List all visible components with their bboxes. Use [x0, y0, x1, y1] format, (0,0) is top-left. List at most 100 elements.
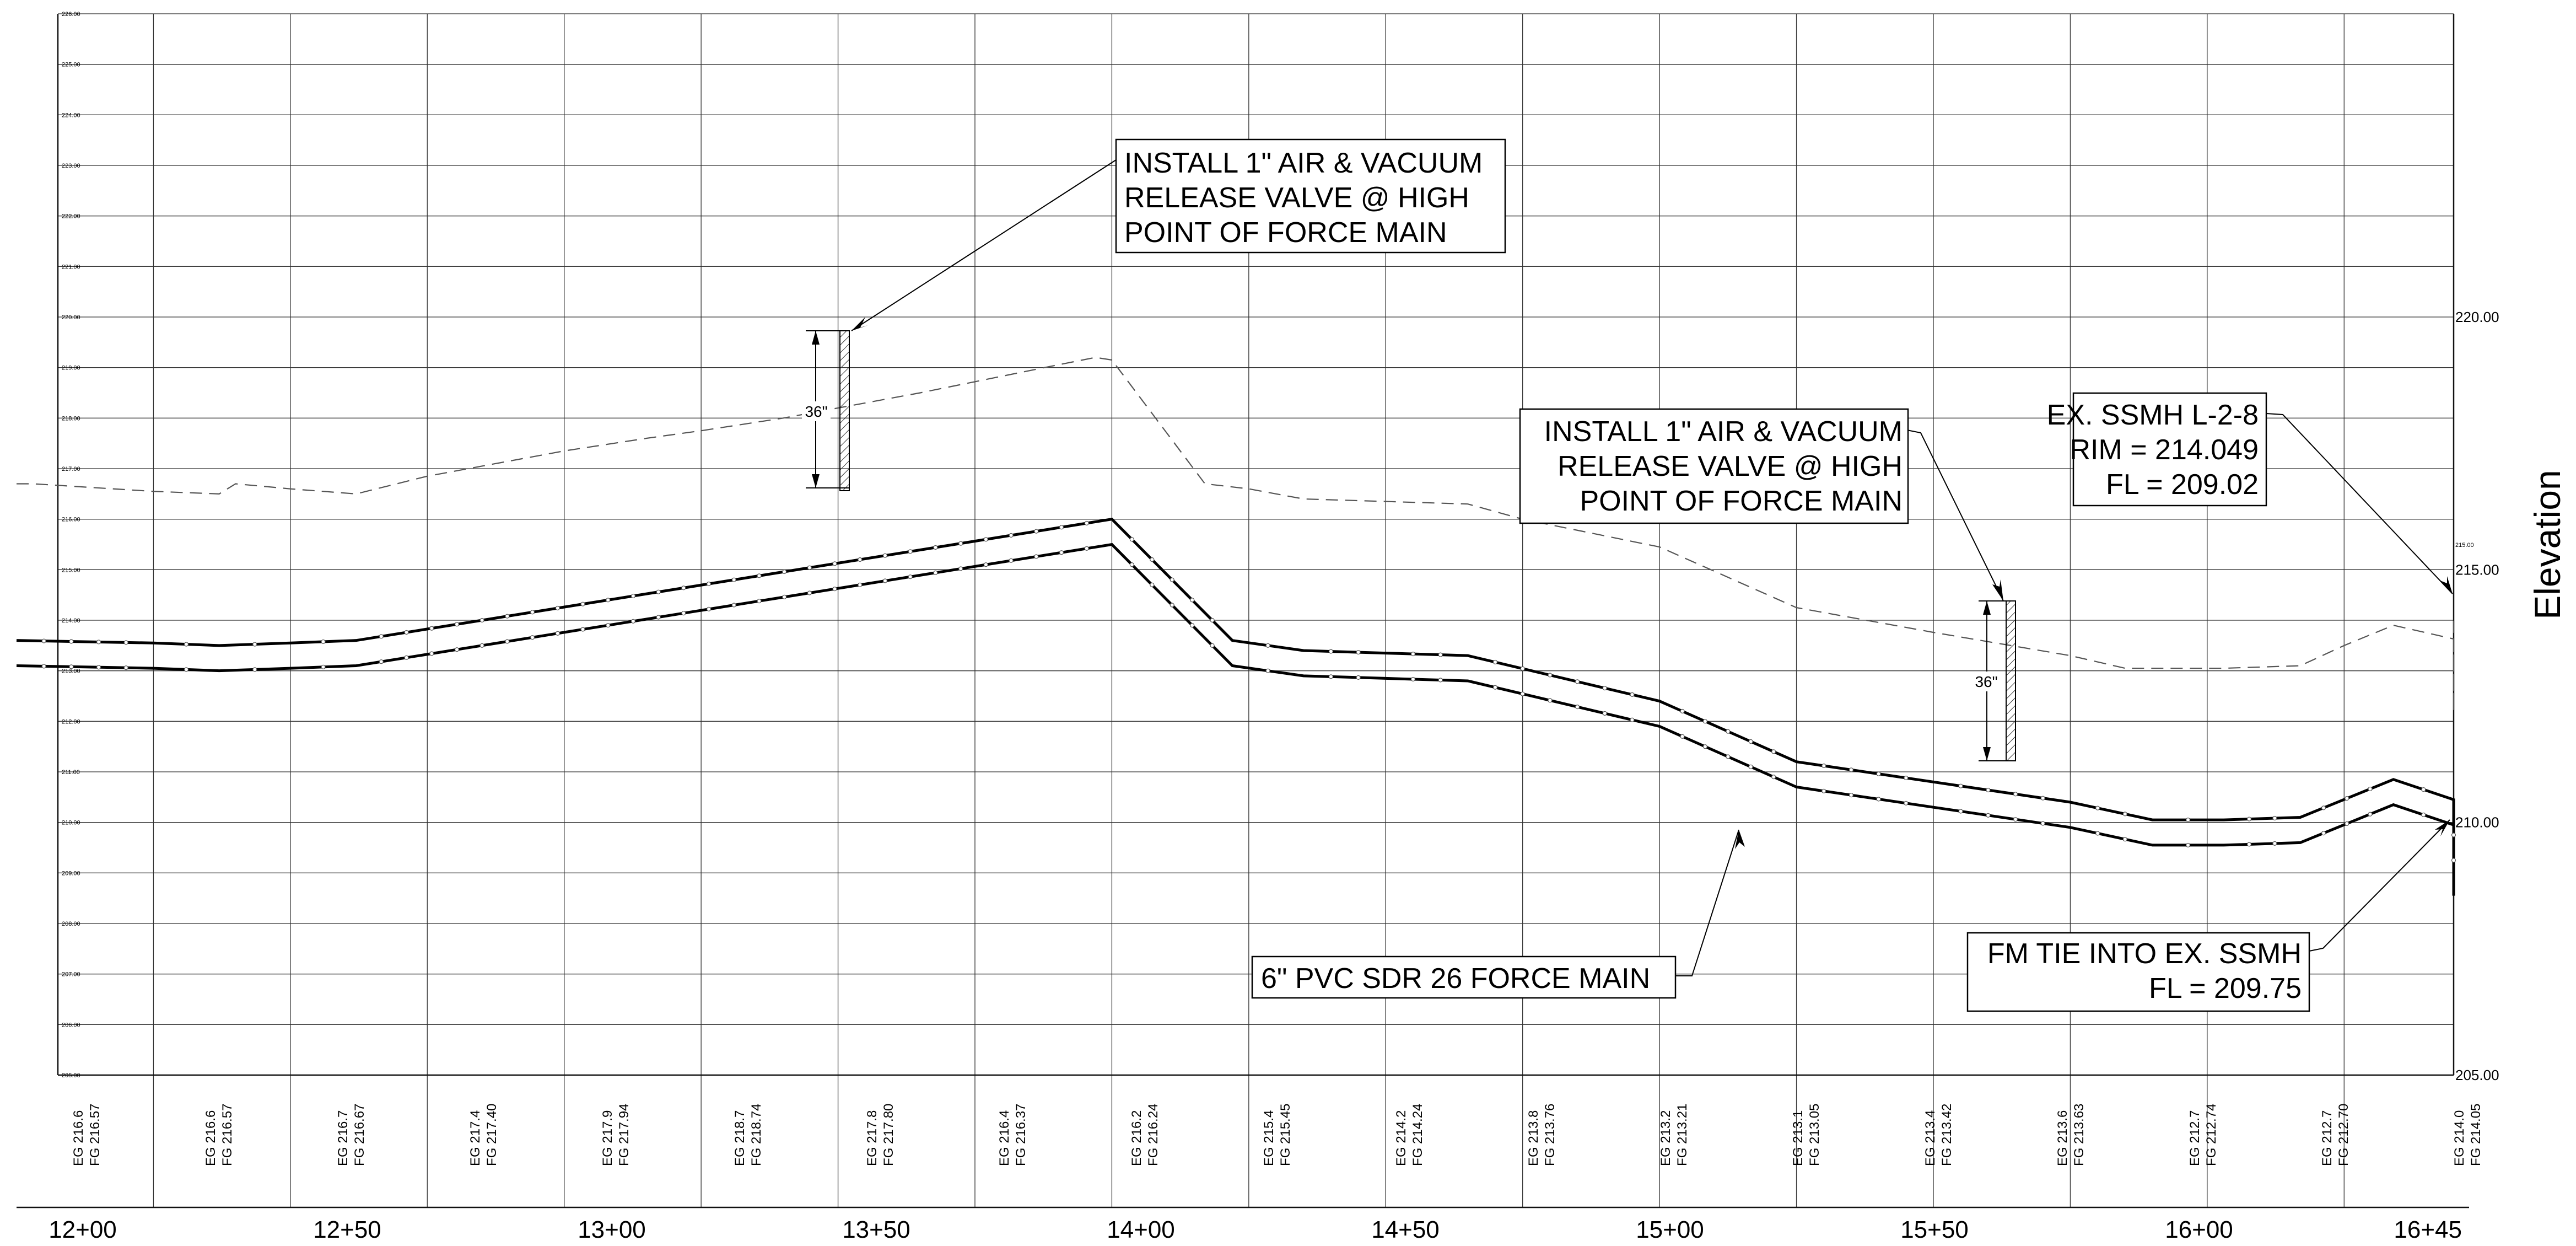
existing-grade-value: EG 212.7: [2187, 1110, 2202, 1166]
pipe-joint-mark: [123, 665, 128, 670]
pipe-joint-mark: [2185, 842, 2191, 848]
leader-arrowheads: [852, 317, 2453, 849]
pipe-joint-mark: [1876, 771, 1881, 776]
finished-grade-value: FG 214.24: [1410, 1104, 1425, 1166]
pipe-joint-mark: [580, 627, 585, 632]
callout-line: POINT OF FORCE MAIN: [1124, 217, 1447, 249]
axis-title-elevation: Elevation: [2527, 470, 2568, 620]
pipe-joint-mark: [2122, 812, 2127, 817]
existing-grade-value: EG 218.7: [732, 1110, 747, 1166]
pipe-joint-mark: [1849, 793, 1854, 798]
pipe-joint-mark: [1210, 617, 1215, 623]
pipe-joint-mark: [933, 570, 938, 575]
pipe-joint-mark: [479, 617, 484, 623]
pipe-joint-mark: [1438, 678, 1443, 683]
callout-force-main: 6" PVC SDR 26 FORCE MAIN: [1251, 955, 1677, 999]
existing-grade-line: [17, 357, 2455, 711]
callout-line: FL = 209.02: [2106, 469, 2259, 501]
pipe-joint-mark: [69, 639, 74, 644]
station-label: 13+00: [578, 1216, 646, 1243]
pipe-joint-mark: [1748, 764, 1753, 769]
pipe-joint-mark: [1575, 679, 1580, 684]
existing-grade-value: EG 215.4: [1262, 1110, 1276, 1166]
pipe-joint-mark: [731, 577, 736, 582]
pipe-joint-mark: [404, 630, 409, 635]
station-grade-label: EG 214.2 FG 214.24: [1394, 1104, 1425, 1166]
existing-grade-value: EG 212.7: [2320, 1110, 2335, 1166]
pipe-joint-mark: [555, 605, 560, 611]
pipe-joint-mark: [858, 582, 863, 587]
pipe-joint-mark: [630, 593, 636, 599]
pipe-joint-mark: [1210, 643, 1215, 648]
pipe-joint-mark: [1726, 729, 1731, 734]
elevation-tick-label: 211.00: [62, 769, 80, 776]
elevation-tick-label: 214.00: [62, 617, 80, 624]
pipe-joint-mark: [1986, 813, 1991, 818]
callout-line: INSTALL 1" AIR & VACUUM: [1124, 147, 1483, 179]
finished-grade-value: FG 213.21: [1675, 1104, 1690, 1166]
pipe-joint-mark: [832, 561, 837, 566]
elevation-tick-label: 206.00: [62, 1022, 80, 1028]
existing-grade-value: EG 214.0: [2452, 1110, 2467, 1166]
existing-grade-value: EG 213.8: [1526, 1110, 1541, 1166]
pipe-joint-mark: [908, 549, 913, 554]
pipe-joint-mark: [1190, 623, 1195, 628]
pipe-joint-mark: [2246, 842, 2252, 847]
pipe-joint-mark: [1849, 767, 1854, 772]
pipe-joint-mark: [2321, 831, 2326, 836]
station-label: 14+50: [1371, 1216, 1440, 1243]
station-grade-label: EG 214.0 FG 214.05: [2452, 1104, 2483, 1166]
pipe-joint-mark: [757, 599, 762, 604]
pipe-joint-mark: [555, 631, 560, 636]
dimension-36in-1: 36": [802, 330, 849, 488]
pipe-joint-mark: [1009, 558, 1014, 563]
elevation-tick-label: 218.00: [62, 415, 80, 422]
pipe-joint-mark: [1009, 533, 1014, 538]
elevation-major-label: 210.00: [2455, 814, 2499, 831]
pipe-joint-mark: [1821, 763, 1826, 769]
existing-grade-value: EG 216.6: [203, 1110, 218, 1166]
pipe-joint-mark: [1410, 676, 1416, 682]
pipe-joint-mark: [1958, 809, 1963, 814]
pipe-joint-mark: [1150, 582, 1155, 587]
callout-line: FL = 209.75: [2149, 973, 2302, 1005]
pipe-joint-mark: [184, 667, 189, 672]
finished-grade-value: FG 215.45: [1278, 1104, 1293, 1166]
pipe-joint-mark: [2345, 821, 2349, 826]
pipe-joint-mark: [1438, 652, 1443, 657]
pipe-joint-mark: [807, 590, 812, 595]
pipe-joint-mark: [1520, 666, 1525, 671]
pipe-joint-mark: [1328, 649, 1333, 654]
pipe-joint-mark: [1575, 705, 1580, 710]
pipe-joint-mark: [1084, 520, 1089, 526]
pipe-joint-mark: [782, 594, 787, 599]
callout-line: INSTALL 1" AIR & VACUUM: [1544, 416, 1903, 448]
pipe-joint-mark: [807, 565, 812, 570]
pipe-joint-mark: [1680, 708, 1685, 714]
pipe-joint-mark: [1129, 537, 1134, 542]
callout-line: 6" PVC SDR 26 FORCE MAIN: [1261, 963, 1650, 995]
pipe-joint-mark: [1520, 691, 1525, 696]
pipe-joint-mark: [479, 643, 484, 648]
station-grade-label: EG 216.6 FG 216.57: [203, 1104, 235, 1166]
pipe-joint-mark: [530, 635, 535, 640]
pipe-joint-mark: [2421, 787, 2426, 792]
elevation-labels-minor: 226.00 225.00 224.00 223.00 222.00 221.00 220.…: [62, 11, 80, 1079]
elevation-tick-label: 205.00: [62, 1072, 80, 1079]
pipe-joint-mark: [41, 664, 46, 669]
elevation-tick-label: 220.00: [62, 314, 80, 321]
pipe-joint-mark: [69, 664, 74, 669]
pipe-joint-mark: [731, 603, 736, 608]
pipe-joint-mark: [1492, 659, 1498, 665]
pipe-joint-mark: [2013, 817, 2018, 822]
pipe-joint-mark: [580, 601, 585, 606]
pipe-joint-mark: [252, 642, 257, 647]
pipe-joint-mark: [1265, 643, 1270, 648]
elevation-major-label: 220.00: [2455, 309, 2499, 325]
pipe-joint-mark: [1726, 754, 1731, 759]
pipe-joint-mark: [1492, 685, 1498, 690]
force-main-pipe-bottom: [16, 543, 2455, 896]
pipe-joint-mark: [1771, 775, 1776, 780]
callout-line: EX. SSMH L-2-8: [2047, 399, 2259, 431]
pipe-joint-mark: [630, 619, 636, 624]
